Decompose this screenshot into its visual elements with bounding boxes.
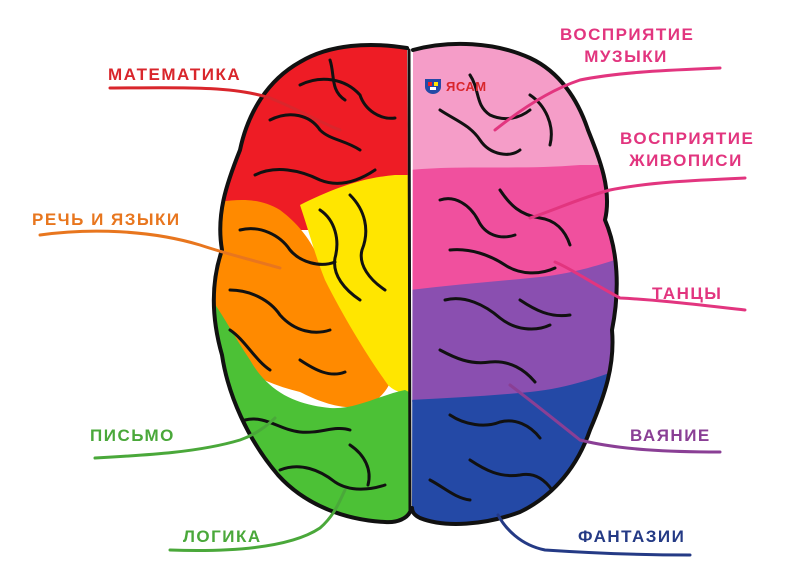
leader-dance bbox=[553, 260, 747, 312]
logo-shield-icon bbox=[425, 79, 441, 94]
label-logic: ЛОГИКА bbox=[183, 527, 262, 546]
leader-writing bbox=[93, 416, 277, 460]
logo-text: ЯСАМ bbox=[446, 78, 487, 94]
leader-speech bbox=[38, 229, 282, 270]
leader-sculpture bbox=[508, 383, 722, 454]
label-writing: ПИСЬМО bbox=[90, 426, 175, 445]
left-hemisphere bbox=[213, 44, 410, 523]
leader-fantasy bbox=[496, 513, 692, 557]
label-painting-line2: ЖИВОПИСИ bbox=[629, 151, 743, 170]
label-painting: ВОСПРИЯТИЕ ЖИВОПИСИ bbox=[620, 128, 755, 172]
right-hemisphere bbox=[412, 43, 617, 524]
region-speech bbox=[213, 200, 392, 408]
brain-outline bbox=[211, 41, 619, 526]
leader-lines bbox=[38, 66, 747, 557]
region-painting bbox=[412, 165, 617, 295]
label-music: ВОСПРИЯТИЕ МУЗЫКИ bbox=[560, 24, 695, 68]
label-music-line2: МУЗЫКИ bbox=[584, 47, 668, 66]
label-fantasy: ФАНТАЗИИ bbox=[578, 527, 686, 546]
label-painting-line1: ВОСПРИЯТИЕ bbox=[620, 129, 755, 148]
leader-music bbox=[493, 66, 722, 132]
label-dance: ТАНЦЫ bbox=[652, 284, 723, 303]
brain-folds bbox=[228, 58, 572, 502]
label-speech: РЕЧЬ И ЯЗЫКИ bbox=[32, 210, 181, 229]
brand-logo: ЯСАМ bbox=[424, 77, 487, 95]
leader-logic bbox=[168, 488, 347, 552]
label-music-line1: ВОСПРИЯТИЕ bbox=[560, 25, 695, 44]
leader-math bbox=[108, 86, 342, 132]
label-sculpture: ВАЯНИЕ bbox=[630, 426, 711, 445]
region-yellow bbox=[300, 175, 410, 393]
leader-painting bbox=[528, 176, 747, 220]
label-math: МАТЕМАТИКА bbox=[108, 65, 242, 84]
